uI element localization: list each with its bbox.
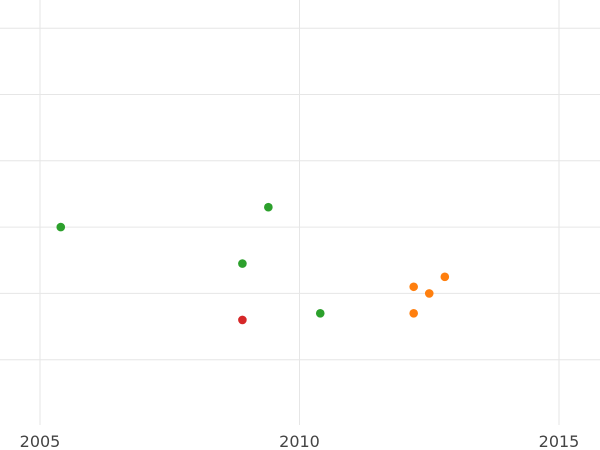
scatter-point (238, 315, 247, 325)
scatter-point (409, 282, 418, 292)
scatter-point (238, 259, 247, 268)
scatter-point (56, 222, 66, 232)
scatter-point (315, 308, 325, 318)
data-points (56, 202, 450, 325)
scatter-point (424, 289, 434, 298)
x-tick-label: 2010 (279, 432, 320, 450)
x-tick-label: 2005 (20, 432, 61, 450)
scatter-point (409, 308, 418, 318)
x-tick-label: 2015 (539, 432, 580, 450)
scatter-point (440, 272, 450, 282)
grid-lines (0, 0, 600, 425)
x-axis-ticks: 20052010201520202025 (20, 432, 580, 450)
scatter-point (264, 202, 273, 212)
